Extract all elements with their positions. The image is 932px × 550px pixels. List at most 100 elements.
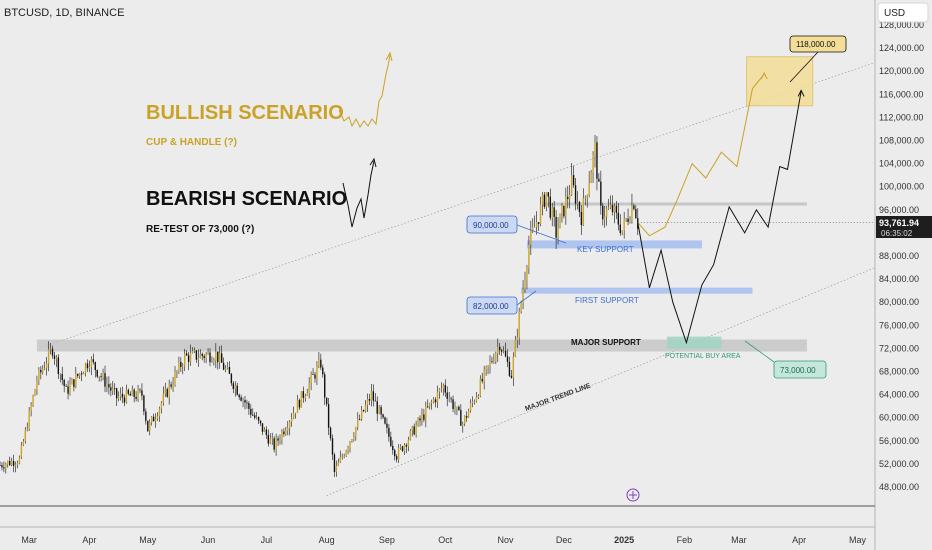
tag-73000[interactable]: 73,000.00 bbox=[744, 340, 827, 379]
candle-body bbox=[7, 461, 9, 465]
candle-body bbox=[528, 244, 530, 268]
candle-body bbox=[442, 385, 445, 389]
y-tick-label: 76,000.00 bbox=[879, 320, 919, 330]
candle-body bbox=[514, 339, 516, 357]
candle-body bbox=[205, 354, 207, 359]
tag-82000[interactable]: 82,000.00 bbox=[466, 290, 537, 315]
candle-body bbox=[327, 404, 330, 428]
candle-body bbox=[112, 388, 114, 391]
candle-body bbox=[127, 389, 130, 394]
candle-body bbox=[384, 417, 386, 424]
candle-body bbox=[191, 350, 194, 353]
candle-body bbox=[580, 211, 583, 226]
candle-body bbox=[584, 197, 586, 199]
candle-body bbox=[353, 436, 355, 440]
y-tick-label: 60,000.00 bbox=[879, 413, 919, 423]
candle-body bbox=[40, 369, 42, 373]
candle-body bbox=[454, 408, 456, 410]
candle-body bbox=[117, 396, 120, 399]
major-support-band bbox=[36, 339, 807, 352]
tag-118000[interactable]: 118,000.00 bbox=[789, 35, 847, 83]
time-axis[interactable]: Mar Apr May Jun Jul Aug Sep Oct Nov Dec 2025 Feb Mar… bbox=[21, 535, 866, 545]
bearish-arrowhead bbox=[797, 89, 805, 97]
candle-body bbox=[607, 207, 610, 209]
candle-body bbox=[263, 429, 266, 432]
candle-body bbox=[82, 373, 85, 375]
candle-body bbox=[582, 197, 585, 226]
candle-body bbox=[92, 359, 95, 363]
x-tick-label: Nov bbox=[498, 535, 515, 545]
bearish-subtitle: RE-TEST OF 73,000 (?) bbox=[146, 224, 254, 235]
x-tick-label: Jun bbox=[201, 535, 216, 545]
candle-body bbox=[625, 218, 627, 220]
candle-body bbox=[125, 389, 128, 403]
candle-body bbox=[215, 351, 217, 361]
candle-body bbox=[600, 181, 602, 206]
candle-body bbox=[493, 361, 495, 363]
candle-body bbox=[549, 196, 551, 218]
candle-body bbox=[430, 402, 433, 404]
candle-body bbox=[567, 196, 569, 200]
candle-body bbox=[141, 390, 143, 396]
tag-90000[interactable]: 90,000.00 bbox=[466, 215, 567, 244]
candle-body bbox=[114, 388, 116, 390]
candle-body bbox=[570, 175, 573, 195]
x-tick-label: Dec bbox=[556, 535, 573, 545]
price-axis[interactable]: 48,000.00 52,000.00 56,000.00 60,000.00 64,0… bbox=[879, 20, 924, 492]
candle-body bbox=[219, 353, 221, 363]
candle-body bbox=[462, 423, 464, 426]
candle-body bbox=[563, 205, 565, 217]
candle-body bbox=[162, 393, 165, 403]
candle-body bbox=[149, 422, 151, 432]
candle-body bbox=[604, 216, 606, 220]
candle-body bbox=[63, 379, 65, 386]
candle-body bbox=[464, 416, 466, 424]
candle-body bbox=[590, 172, 592, 184]
candle-body bbox=[565, 196, 567, 217]
candle-body bbox=[425, 406, 427, 420]
candle-body bbox=[615, 205, 618, 213]
candle-body bbox=[49, 348, 52, 350]
candle-body bbox=[290, 418, 293, 422]
y-tick-label: 124,000.00 bbox=[879, 43, 924, 53]
candle-body bbox=[481, 378, 483, 382]
candle-body bbox=[534, 226, 536, 228]
candle-body bbox=[294, 412, 297, 414]
candle-body bbox=[300, 391, 303, 408]
candle-body bbox=[164, 389, 166, 394]
candle-body bbox=[576, 201, 579, 204]
candle-body bbox=[578, 201, 581, 212]
currency-button[interactable]: USD bbox=[877, 2, 929, 23]
candle-body bbox=[407, 439, 410, 447]
candle-body bbox=[236, 385, 238, 395]
bullish-sketch bbox=[338, 54, 391, 128]
candle-body bbox=[518, 311, 520, 338]
candle-body bbox=[59, 373, 61, 375]
candle-body bbox=[417, 418, 419, 426]
candle-body bbox=[467, 410, 470, 418]
candle-body bbox=[71, 379, 73, 385]
candle-body bbox=[446, 392, 448, 399]
candle-body bbox=[302, 391, 305, 398]
support-zones bbox=[36, 56, 814, 352]
candle-body bbox=[79, 373, 81, 376]
candle-body bbox=[248, 403, 250, 409]
symbol-title: BTCUSD, 1D, BINANCE bbox=[4, 7, 124, 19]
candle-body bbox=[394, 450, 396, 457]
y-tick-label: 116,000.00 bbox=[879, 89, 923, 99]
y-tick-label: 56,000.00 bbox=[879, 436, 919, 446]
candle-body bbox=[172, 384, 174, 387]
candle-body bbox=[28, 410, 30, 430]
candle-body bbox=[339, 457, 341, 463]
candle-body bbox=[432, 399, 435, 403]
candle-body bbox=[139, 389, 141, 391]
y-tick-label: 68,000.00 bbox=[879, 367, 919, 377]
candle-body bbox=[627, 218, 629, 222]
candle-body bbox=[176, 371, 178, 373]
plus-marker-icon[interactable] bbox=[626, 488, 640, 502]
candle-body bbox=[232, 383, 235, 389]
candle-body bbox=[364, 405, 367, 412]
candle-body bbox=[65, 385, 67, 387]
candle-body bbox=[178, 361, 180, 372]
